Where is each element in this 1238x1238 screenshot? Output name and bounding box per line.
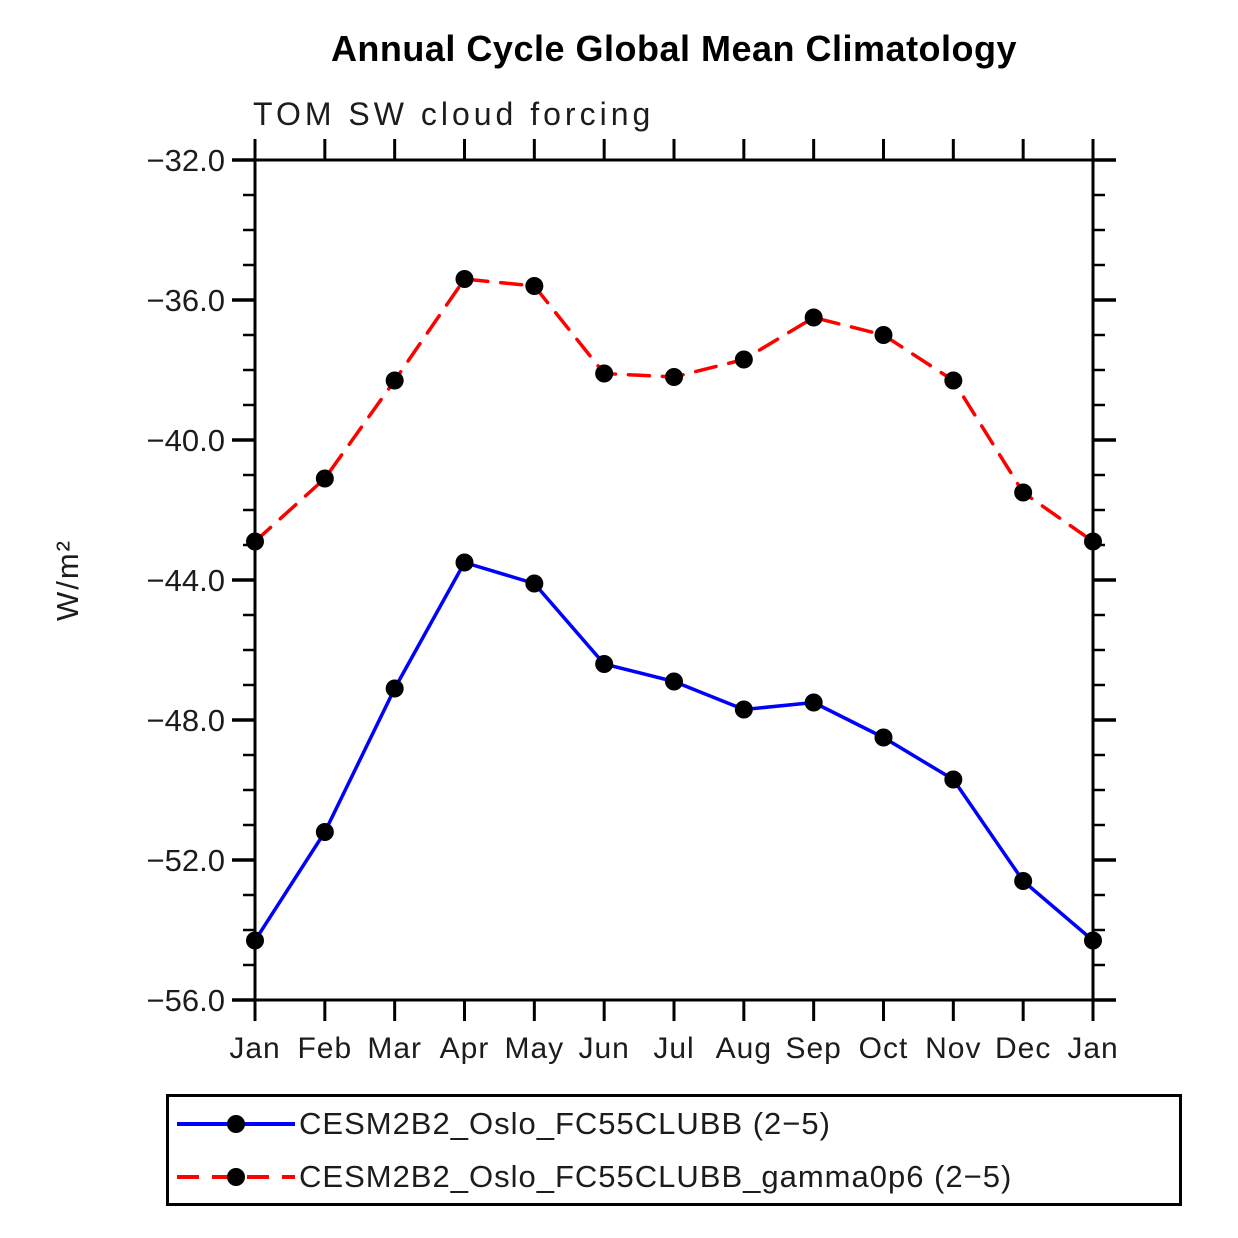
data-point-marker-series2	[1014, 483, 1033, 502]
data-point-marker-series2	[1084, 532, 1102, 551]
y-tick-label: −56.0	[147, 983, 225, 1018]
series-line-1	[253, 560, 1095, 943]
plot-frame	[253, 158, 1095, 1002]
legend-item-series2: CESM2B2_Oslo_FC55CLUBB_gamma0p6 (2−5)	[175, 1159, 1179, 1195]
x-tick-label: Nov	[925, 1032, 981, 1065]
legend-item-series1: CESM2B2_Oslo_FC55CLUBB (2−5)	[175, 1106, 1179, 1142]
x-tick-label: Dec	[995, 1032, 1051, 1065]
x-tick-label: Feb	[297, 1032, 352, 1065]
legend-line-solid-icon	[177, 1114, 295, 1133]
x-tick-label: May	[504, 1032, 564, 1065]
data-point-marker-series1	[1084, 931, 1102, 950]
data-point-marker-series1	[665, 672, 683, 691]
y-tick-label: −32.0	[147, 143, 225, 178]
y-tick-label: −40.0	[147, 423, 225, 458]
data-point-marker-series1	[595, 655, 614, 673]
x-tick-label: Jan	[229, 1032, 280, 1065]
y-tick-label: −52.0	[147, 843, 225, 878]
page-title: Annual Cycle Global Mean Climatology	[330, 28, 1018, 69]
data-point-marker-series2	[315, 469, 334, 488]
data-point-marker-series2	[944, 371, 963, 390]
data-point-marker-series1	[315, 823, 334, 841]
x-tick-label: Jul	[653, 1032, 694, 1065]
series-line-2	[253, 277, 1095, 544]
data-point-marker-series1	[246, 931, 264, 950]
x-tick-label: Oct	[859, 1032, 909, 1065]
x-tick-label: Apr	[440, 1032, 490, 1065]
x-tick-label: Mar	[367, 1032, 422, 1065]
x-tick-label: Jan	[1067, 1032, 1118, 1065]
data-point-marker-series1	[1014, 872, 1033, 890]
data-point-marker-series1	[385, 679, 404, 698]
legend-label-series1: CESM2B2_Oslo_FC55CLUBB (2−5)	[299, 1105, 831, 1141]
data-point-marker-series2	[525, 277, 544, 295]
y-tick-label: −48.0	[147, 703, 225, 738]
legend-line-dashed-icon	[177, 1167, 295, 1186]
data-point-marker-series1	[804, 693, 823, 712]
y-tick-label: −44.0	[147, 563, 225, 598]
data-point-marker-series2	[595, 364, 614, 383]
data-point-marker-series1	[525, 574, 544, 593]
data-point-marker-series2	[734, 350, 753, 369]
data-point-marker-series1	[874, 728, 893, 747]
legend-marker-icon	[227, 1114, 245, 1133]
plot-subtitle: TOM SW cloud forcing	[253, 96, 655, 132]
y-tick-label: −36.0	[147, 283, 225, 318]
legend-label-series2: CESM2B2_Oslo_FC55CLUBB_gamma0p6 (2−5)	[299, 1158, 1013, 1194]
y-axis-label: W/m²	[50, 538, 85, 622]
data-point-marker-series2	[246, 532, 264, 551]
data-point-marker-series2	[455, 270, 474, 288]
data-point-marker-series2	[874, 326, 893, 344]
data-point-marker-series1	[734, 700, 753, 719]
data-point-marker-series1	[944, 770, 963, 789]
data-point-marker-series2	[385, 371, 404, 390]
legend-box: CESM2B2_Oslo_FC55CLUBB (2−5) CESM2B2_Osl…	[166, 1094, 1182, 1206]
data-point-marker-series2	[804, 308, 823, 327]
x-tick-label: Jun	[578, 1032, 629, 1065]
legend-marker-icon	[227, 1167, 245, 1186]
data-point-marker-series1	[455, 553, 474, 572]
x-tick-label: Sep	[785, 1032, 841, 1065]
data-point-marker-series2	[665, 368, 683, 386]
x-tick-label: Aug	[716, 1032, 772, 1065]
